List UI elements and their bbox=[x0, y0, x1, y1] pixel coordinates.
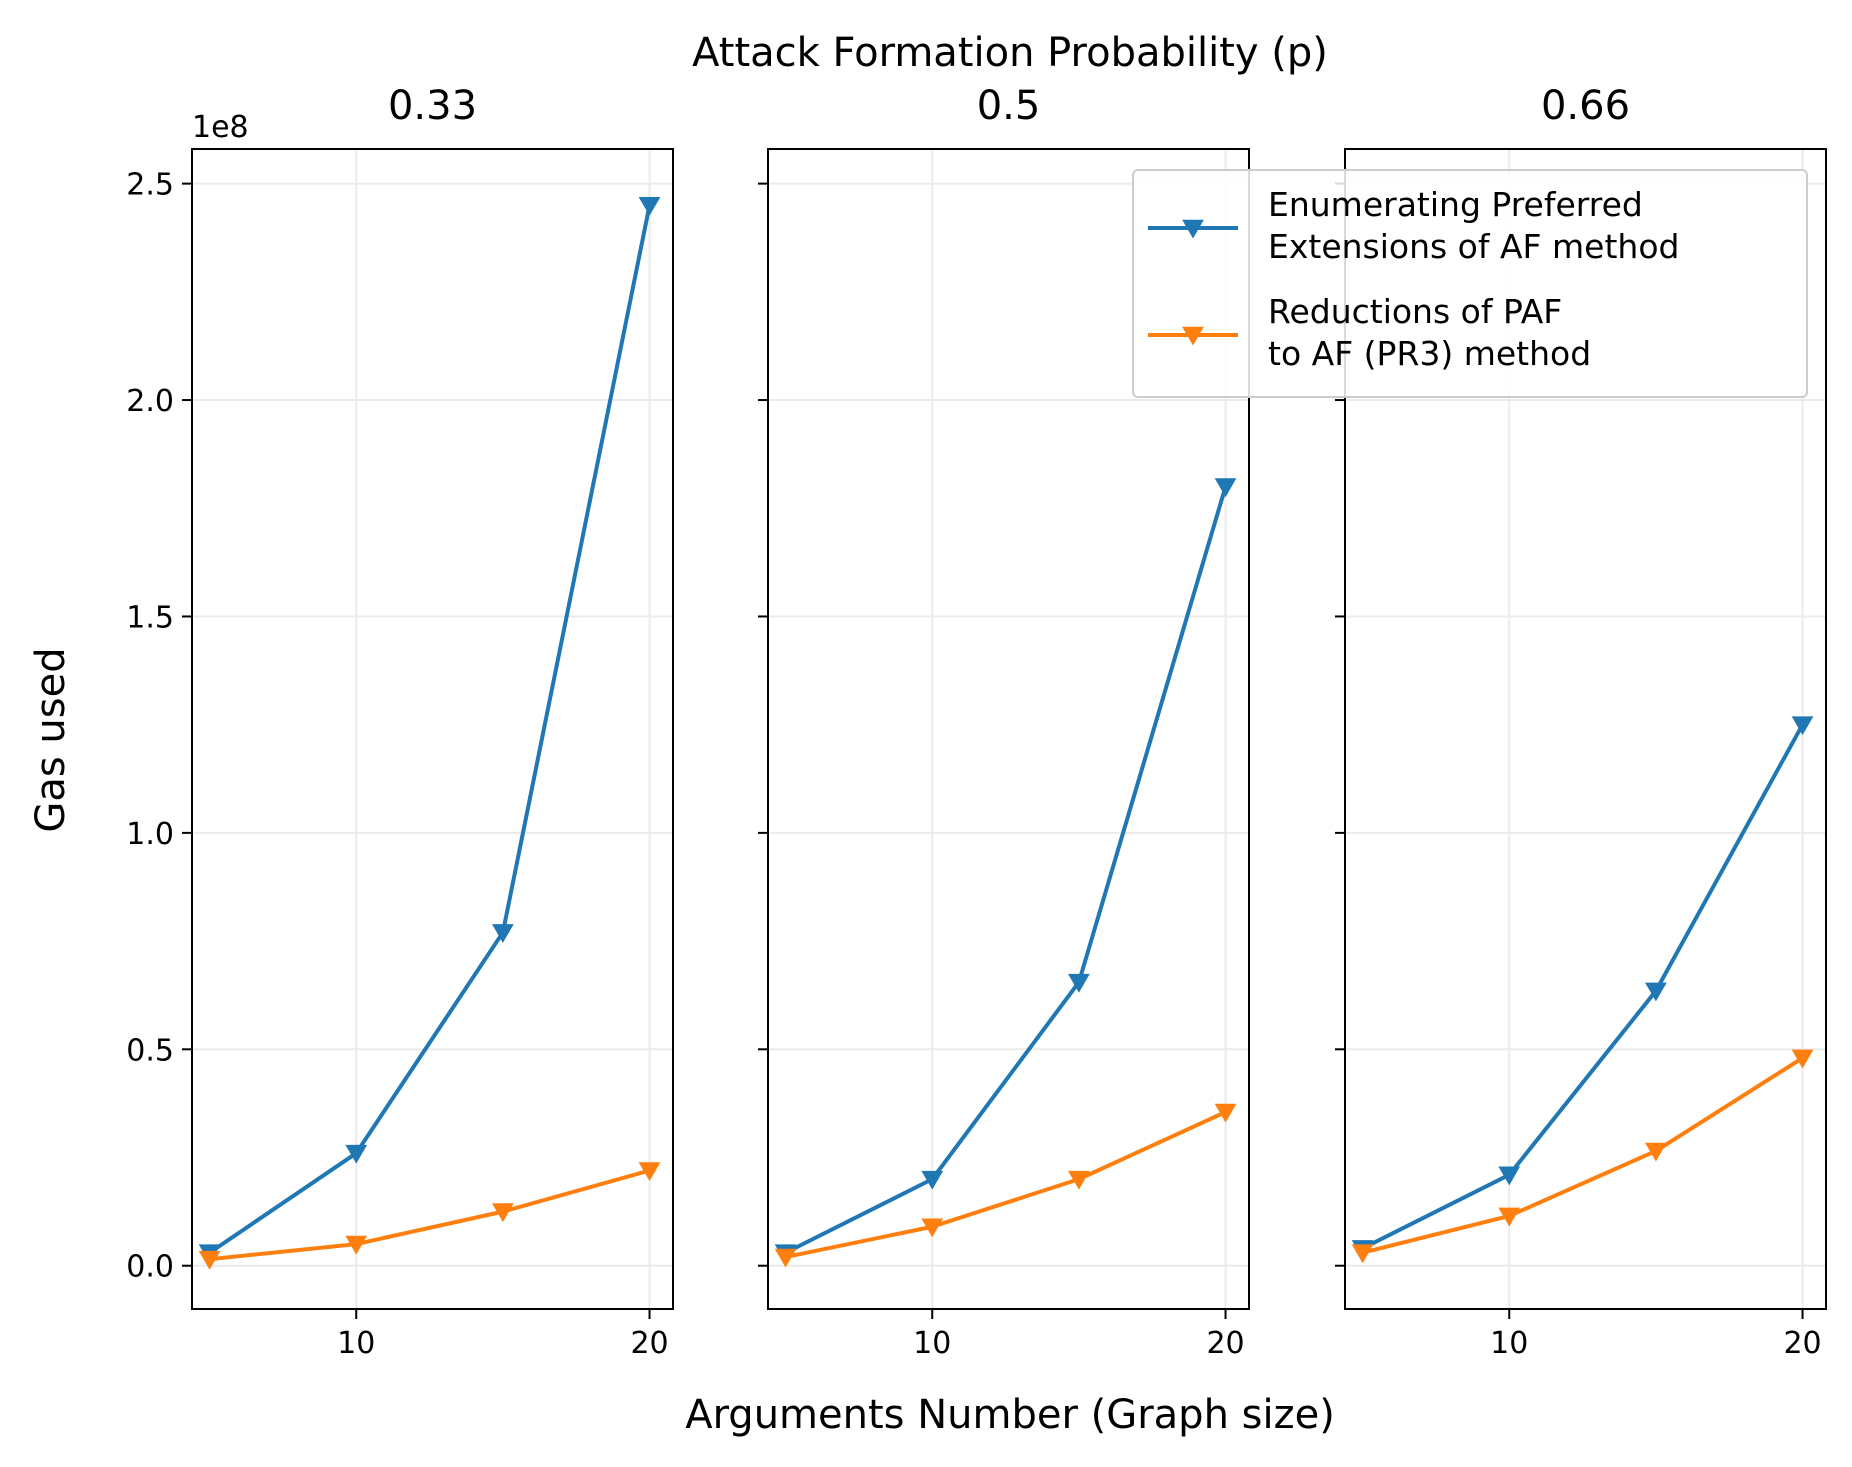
data-point-enumerating bbox=[492, 924, 514, 943]
data-point-reductions bbox=[774, 1248, 797, 1268]
series-line-reductions bbox=[207, 1168, 653, 1262]
y-tick-label: 1.0 bbox=[126, 817, 174, 852]
x-tick-label: 10 bbox=[337, 1326, 375, 1361]
x-tick-label: 20 bbox=[630, 1326, 668, 1361]
data-point-enumerating bbox=[1498, 1166, 1521, 1186]
legend-label-line1: Reductions of PAF bbox=[1268, 292, 1562, 331]
axes-frame bbox=[767, 148, 1250, 1310]
y-tick-label: 2.0 bbox=[126, 384, 174, 419]
panel-1: 10 20 0.0 0.5 1.0 1.5 2.0 2.5 1e8 0.33 bbox=[126, 83, 674, 1361]
panel-title: 0.33 bbox=[388, 83, 477, 129]
y-tick-label: 0.0 bbox=[126, 1250, 174, 1285]
data-point-enumerating bbox=[638, 196, 661, 216]
data-point-enumerating bbox=[1645, 982, 1667, 1002]
legend-label-line2: to AF (PR3) method bbox=[1268, 334, 1591, 373]
x-tick-label: 10 bbox=[1490, 1326, 1528, 1361]
x-tick-label: 10 bbox=[913, 1326, 951, 1361]
y-offset-label: 1e8 bbox=[192, 110, 249, 145]
y-tick-label: 1.5 bbox=[126, 600, 174, 635]
legend-label-line2: Extensions of AF method bbox=[1268, 227, 1679, 266]
y-tick-label: 2.5 bbox=[126, 168, 174, 203]
data-point-reductions bbox=[1645, 1142, 1667, 1162]
y-tick-label: 0.5 bbox=[126, 1033, 174, 1068]
data-point-reductions bbox=[345, 1235, 368, 1255]
x-axis-label: Arguments Number (Graph size) bbox=[685, 1392, 1335, 1438]
series-line-enumerating bbox=[1359, 721, 1806, 1252]
data-point-enumerating bbox=[1791, 716, 1814, 736]
legend-marker bbox=[1182, 219, 1204, 239]
series-line-reductions bbox=[783, 1109, 1229, 1260]
data-point-enumerating bbox=[345, 1144, 368, 1164]
data-point-enumerating bbox=[1214, 478, 1237, 498]
panels: 10 20 0.0 0.5 1.0 1.5 2.0 2.5 1e8 0.33 10 20 0.5 10 20… bbox=[126, 83, 1827, 1361]
data-point-reductions bbox=[1351, 1244, 1374, 1264]
data-point-enumerating bbox=[921, 1170, 944, 1190]
panel-2: 10 20 0.5 bbox=[758, 83, 1250, 1361]
data-point-reductions bbox=[198, 1250, 221, 1270]
figure-title: Attack Formation Probability (p) bbox=[692, 30, 1328, 76]
panel-title: 0.66 bbox=[1541, 83, 1630, 129]
x-tick-label: 20 bbox=[1783, 1326, 1821, 1361]
data-point-reductions bbox=[1791, 1049, 1814, 1069]
axes-frame bbox=[191, 148, 674, 1310]
legend-box bbox=[1132, 169, 1808, 398]
y-axis-label: Gas used bbox=[28, 647, 74, 832]
series-line-enumerating bbox=[782, 484, 1229, 1256]
axes-frame bbox=[1344, 148, 1827, 1310]
data-point-reductions bbox=[1068, 1170, 1090, 1190]
data-point-enumerating bbox=[1068, 973, 1090, 993]
panel-title: 0.5 bbox=[977, 83, 1041, 129]
legend-marker bbox=[1182, 326, 1204, 346]
data-point-reductions bbox=[1214, 1103, 1237, 1123]
data-point-reductions bbox=[921, 1218, 944, 1238]
series-line-enumerating bbox=[206, 202, 652, 1256]
series-line-reductions bbox=[1360, 1055, 1806, 1256]
x-tick-label: 20 bbox=[1206, 1326, 1244, 1361]
legend-label-line1: Enumerating Preferred bbox=[1268, 185, 1643, 224]
grid bbox=[192, 149, 673, 1309]
data-point-reductions bbox=[1498, 1207, 1521, 1227]
data-point-reductions bbox=[638, 1162, 661, 1181]
data-point-reductions bbox=[492, 1203, 514, 1223]
